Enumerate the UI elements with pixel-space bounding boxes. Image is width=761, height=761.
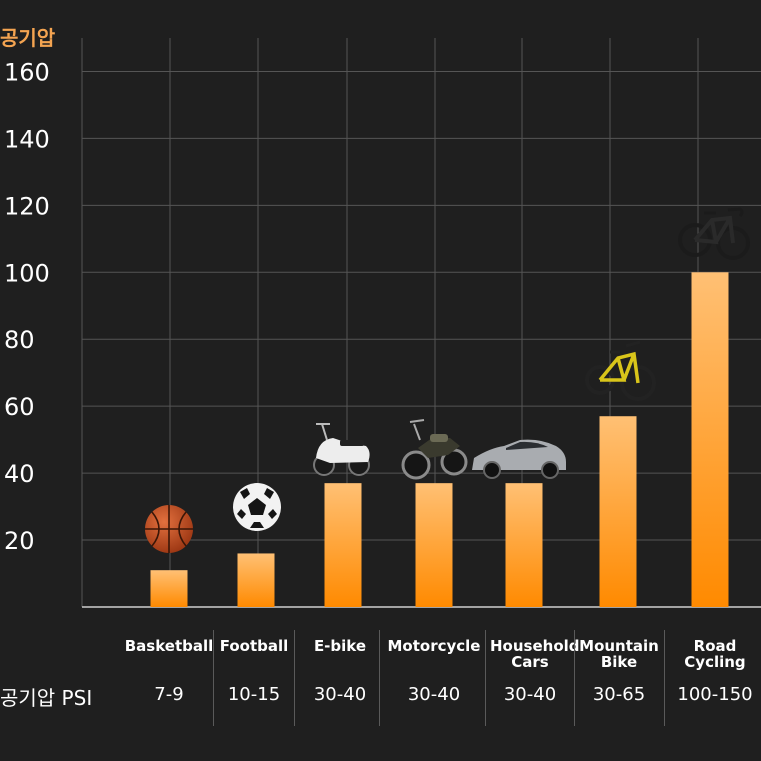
- motorcycle-icon: [401, 419, 468, 480]
- y-axis-title: 공기압: [0, 26, 56, 50]
- bar-household-cars: [505, 483, 543, 607]
- y-tick-label: 160: [4, 58, 50, 86]
- column-separator: [485, 630, 486, 726]
- bar-basketball: [150, 570, 188, 607]
- category-label-football: Football: [219, 637, 289, 655]
- y-tick-label: 80: [4, 326, 35, 354]
- category-label-e-bike: E-bike: [313, 637, 367, 655]
- category-label-basketball: Basketball: [124, 637, 214, 655]
- psi-range-6: 100-150: [677, 684, 753, 705]
- column-separator: [664, 630, 665, 726]
- psi-range-5: 30-65: [592, 684, 646, 705]
- y-tick-label: 120: [4, 192, 50, 220]
- y-tick-label: 60: [4, 393, 35, 421]
- column-separator: [294, 630, 295, 726]
- bar-mountain-bike: [599, 416, 637, 607]
- basketball-icon: [145, 505, 193, 553]
- y-tick-label: 40: [4, 460, 35, 488]
- bar-football: [237, 553, 275, 607]
- psi-range-4: 30-40: [503, 684, 557, 705]
- category-label-road-cycling: Road Cycling: [684, 637, 746, 671]
- bar-road-cycling: [691, 272, 729, 607]
- bar-e-bike: [324, 483, 362, 607]
- bar-motorcycle: [415, 483, 453, 607]
- mountain-bike-icon: [585, 340, 656, 401]
- category-label-household-cars: Household Cars: [490, 637, 580, 671]
- y-tick-label: 140: [4, 125, 50, 153]
- psi-range-3: 30-40: [407, 684, 461, 705]
- psi-range-0: 7-9: [154, 684, 184, 705]
- football-icon: [233, 483, 281, 531]
- car-icon: [472, 439, 566, 479]
- category-label-mountain-bike: Mountain Bike: [579, 637, 659, 671]
- psi-range-2: 30-40: [313, 684, 367, 705]
- y-tick-label: 100: [4, 259, 50, 287]
- scooter-icon: [313, 423, 370, 476]
- y-tick-label: 20: [4, 527, 35, 555]
- row-label-psi: 공기압 PSI: [0, 686, 93, 710]
- column-separator: [213, 630, 214, 726]
- column-separator: [379, 630, 380, 726]
- column-separator: [574, 630, 575, 726]
- road-bike-icon: [678, 207, 750, 260]
- psi-range-1: 10-15: [227, 684, 281, 705]
- category-label-motorcycle: Motorcycle: [387, 637, 481, 655]
